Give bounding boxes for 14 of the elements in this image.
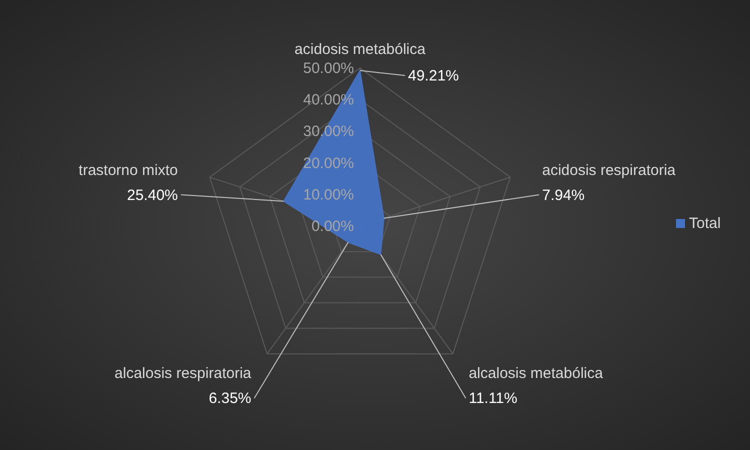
data-label: 49.21% bbox=[408, 67, 459, 84]
spoke-label: acidosis respiratoria bbox=[542, 162, 676, 179]
legend-label: Total bbox=[689, 215, 721, 232]
y-tick-label: 20.00% bbox=[303, 154, 354, 172]
spoke-label: trastorno mixto bbox=[78, 162, 178, 179]
data-label: 25.40% bbox=[127, 186, 178, 204]
spoke-label: acidosis metabólica bbox=[294, 41, 426, 58]
data-label: 6.35% bbox=[208, 390, 252, 408]
spoke-label: alcalosis respiratoria bbox=[114, 365, 252, 382]
data-label: 11.11% bbox=[468, 390, 518, 408]
spoke-label: alcalosis metabólica bbox=[468, 365, 604, 382]
data-label: 7.94% bbox=[542, 186, 585, 204]
y-tick-label: 50.00% bbox=[303, 60, 354, 77]
y-tick-label: 10.00% bbox=[303, 186, 354, 204]
